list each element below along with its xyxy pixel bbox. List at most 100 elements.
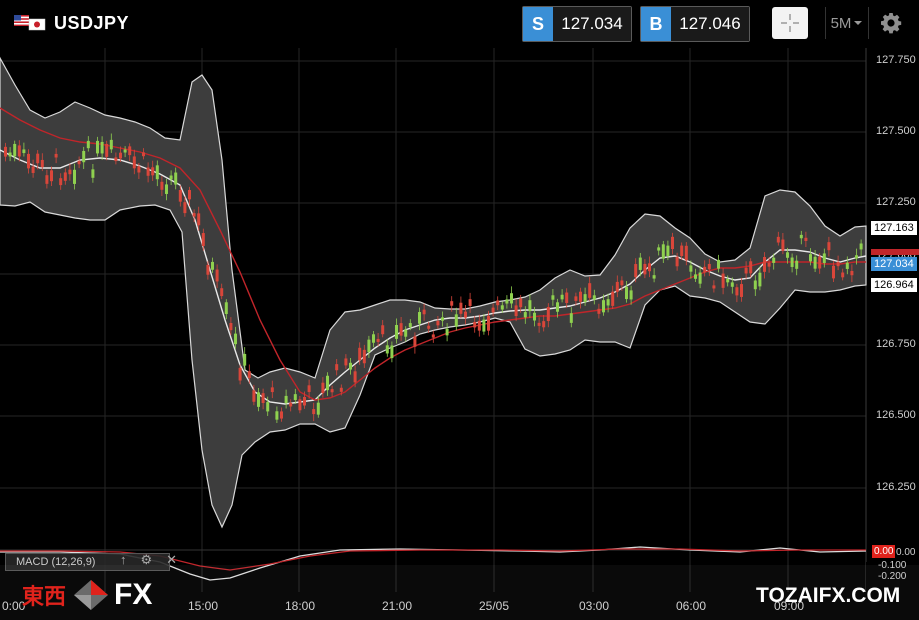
macd-indicator-label[interactable]: MACD (12,26,9): [5, 553, 170, 571]
candle-body: [413, 336, 417, 347]
price-tick: 127.250: [876, 196, 916, 208]
candle-body: [537, 322, 541, 326]
logo-diamond-icon: [74, 580, 109, 610]
candle-body: [238, 367, 242, 381]
price-tick: 127.500: [876, 125, 916, 137]
candle-body: [178, 189, 182, 202]
candle-body: [362, 349, 366, 364]
candle-body: [289, 402, 293, 407]
candle-body: [422, 309, 426, 315]
candle-body: [215, 269, 219, 282]
time-tick: 0:00: [2, 599, 26, 613]
candle-body: [293, 394, 297, 401]
candle-body: [395, 324, 398, 339]
timeframe-selector[interactable]: 5M: [825, 7, 869, 39]
candle-body: [270, 387, 274, 393]
candle-body: [657, 247, 661, 251]
candle-body: [827, 242, 831, 251]
candle-body: [841, 272, 845, 278]
candle-body: [845, 262, 849, 269]
candle-body: [137, 166, 141, 173]
candle-body: [275, 411, 279, 420]
candle-body: [519, 298, 523, 308]
candle-body: [464, 311, 467, 318]
candle-body: [468, 299, 472, 306]
buy-quote-button[interactable]: B 127.046: [640, 6, 750, 42]
candle-body: [211, 261, 214, 270]
candle-body: [408, 323, 412, 328]
candle-body: [105, 143, 109, 157]
candle-body: [602, 300, 605, 313]
settings-button[interactable]: [871, 7, 911, 39]
price-candles: [4, 133, 863, 424]
upper-band-label: 127.163: [871, 221, 917, 235]
candle-body: [629, 290, 633, 300]
candle-body: [298, 399, 302, 411]
candle-body: [353, 371, 357, 383]
time-tick: 21:00: [382, 599, 413, 613]
candle-body: [4, 146, 7, 157]
candle-body: [753, 280, 757, 290]
candle-body: [36, 153, 40, 164]
watermark-url: TOZAIFX.COM: [756, 584, 901, 607]
close-icon[interactable]: ✕: [166, 552, 178, 567]
candle-body: [229, 323, 233, 331]
candle-body: [836, 261, 840, 267]
candle-body: [100, 141, 104, 154]
instrument-symbol[interactable]: USDJPY: [54, 13, 130, 33]
candle-body: [436, 320, 440, 326]
macd-label-text: MACD (12,26,9): [16, 556, 96, 568]
candle-body: [142, 152, 145, 157]
sell-quote-button[interactable]: S 127.034: [522, 6, 632, 42]
time-tick: 15:00: [188, 599, 219, 613]
candle-body: [799, 234, 803, 239]
candle-body: [431, 334, 435, 338]
candle-body: [27, 153, 30, 169]
candle-body: [666, 245, 670, 257]
candle-body: [188, 190, 191, 200]
candle-body: [684, 245, 688, 261]
candle-body: [40, 159, 44, 168]
candle-body: [77, 160, 81, 165]
candle-body: [500, 305, 504, 310]
price-tick: 127.750: [876, 54, 916, 66]
candle-body: [50, 170, 53, 182]
time-tick: 03:00: [579, 599, 610, 613]
candle-body: [247, 371, 251, 379]
candle-body: [234, 333, 237, 345]
buy-tag: B: [641, 7, 671, 41]
candle-body: [224, 302, 228, 315]
gear-icon[interactable]: ⚙: [140, 552, 153, 567]
candle-body: [54, 153, 58, 158]
candle-body: [399, 323, 403, 336]
time-axis: 0:00 15:00 18:00 21:00 25/05 03:00 06:00…: [0, 596, 866, 620]
candle-body: [367, 339, 371, 353]
candle-body: [91, 169, 95, 178]
crosshair-button[interactable]: [772, 7, 808, 39]
time-tick: 09:00: [774, 599, 805, 613]
candle-body: [146, 167, 150, 176]
candle-body: [31, 166, 35, 173]
candle-body: [726, 279, 730, 283]
candle-body: [689, 265, 693, 272]
candle-body: [583, 294, 587, 302]
candle-body: [482, 319, 486, 332]
buy-price: 127.046: [671, 7, 749, 41]
candle-body: [786, 252, 789, 258]
move-up-icon[interactable]: ↑: [120, 552, 127, 567]
candle-body: [638, 257, 642, 270]
macd-zero-badge: 0.00: [872, 545, 896, 558]
price-tick: 126.750: [876, 338, 916, 350]
candle-body: [243, 353, 247, 366]
candle-body: [349, 362, 352, 370]
price-chart[interactable]: 127.750 127.500 127.250 126.750 126.500 …: [0, 48, 919, 620]
candle-body: [123, 149, 127, 153]
candle-body: [151, 167, 155, 176]
candle-body: [252, 390, 256, 402]
candle-body: [473, 321, 477, 328]
candle-body: [68, 169, 72, 175]
time-tick: 25/05: [479, 599, 510, 613]
time-tick: 18:00: [285, 599, 316, 613]
sell-price: 127.034: [553, 7, 631, 41]
candle-body: [661, 244, 665, 259]
